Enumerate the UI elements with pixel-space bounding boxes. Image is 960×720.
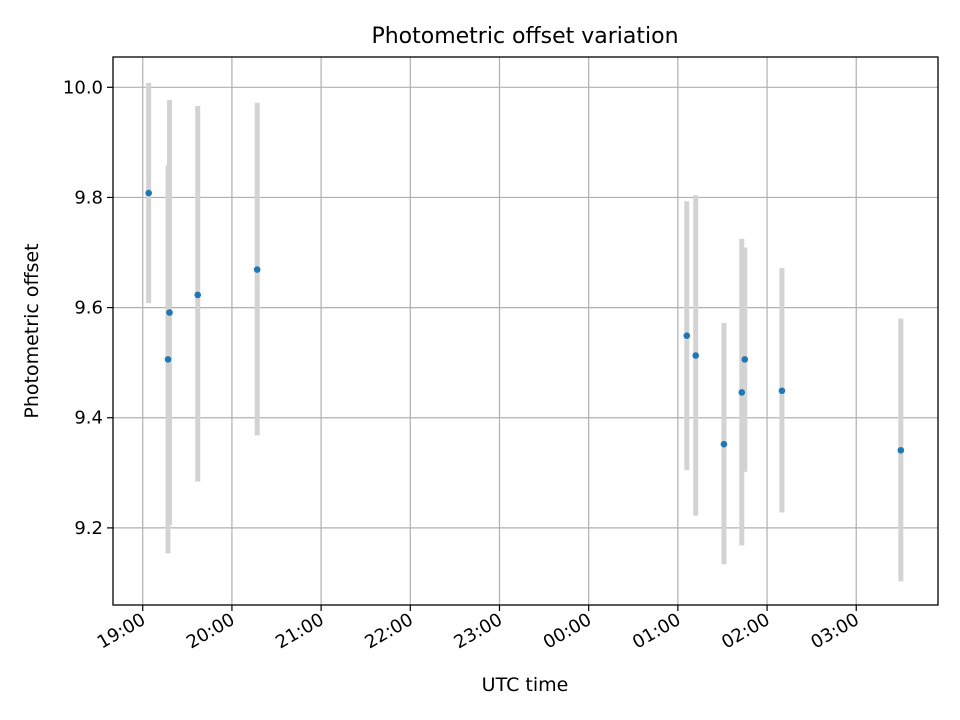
data-point	[145, 189, 152, 197]
data-points	[145, 189, 905, 454]
y-tick-label: 10.0	[63, 77, 103, 98]
data-point	[692, 352, 700, 359]
y-tick-label: 9.2	[74, 518, 103, 539]
data-point	[253, 266, 261, 273]
y-axis-ticks: 9.2 9.4 9.6 9.8 10.0	[63, 77, 113, 539]
x-axis-label: UTC time	[482, 674, 569, 696]
data-point	[741, 356, 749, 363]
y-tick-label: 9.8	[74, 187, 103, 208]
data-point	[738, 389, 746, 396]
data-point	[683, 332, 691, 339]
data-point	[194, 291, 202, 299]
y-axis-label: Photometric offset	[21, 243, 43, 418]
data-point	[166, 309, 173, 316]
gridlines	[113, 57, 938, 605]
data-point	[897, 446, 905, 454]
data-point	[778, 387, 786, 395]
plot-frame	[112, 56, 939, 606]
y-tick-label: 9.6	[74, 298, 103, 319]
y-tick-label: 9.4	[74, 408, 103, 429]
data-point	[164, 356, 172, 363]
chart-title: Photometric offset variation	[371, 24, 678, 49]
data-point	[720, 440, 728, 448]
